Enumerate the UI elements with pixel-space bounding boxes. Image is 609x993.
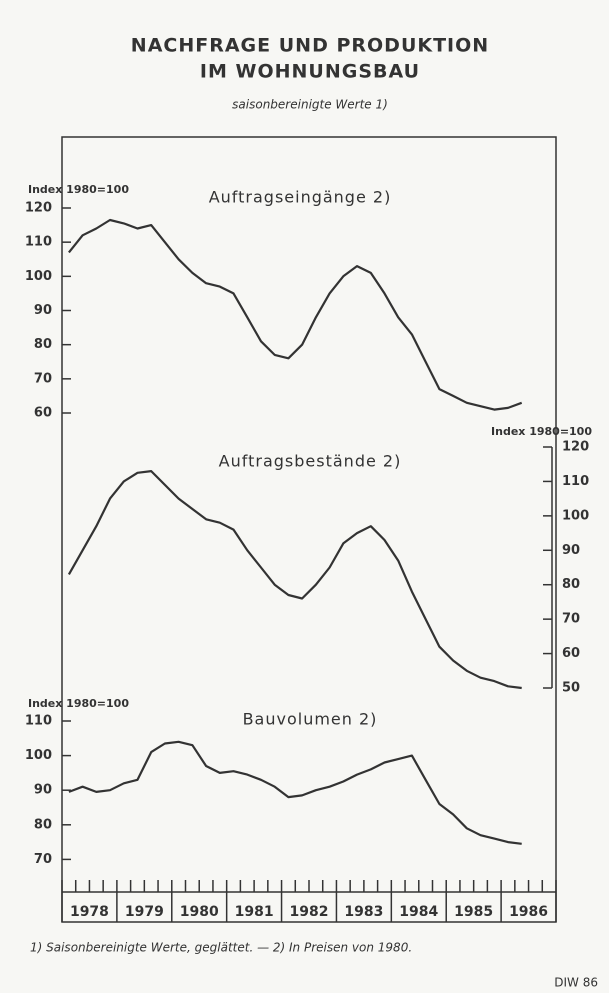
y-tick-label: 70	[34, 852, 52, 867]
y-tick-label: 120	[25, 201, 52, 216]
y-tick-label: 110	[562, 474, 589, 489]
y-tick-label: 60	[34, 406, 52, 421]
y-tick-label: 90	[34, 303, 52, 318]
source: DIW 86	[554, 976, 598, 990]
x-tick-label: 1985	[454, 904, 493, 920]
y-tick-label: 80	[34, 337, 52, 352]
footnote: 1) Saisonbereinigte Werte, geglättet. — …	[30, 941, 412, 955]
y-tick-label: 120	[562, 440, 589, 455]
y-tick-label: 60	[562, 646, 580, 661]
y-axis-label: Index 1980=100	[28, 183, 129, 196]
x-tick-label: 1980	[180, 904, 219, 920]
title-line2: IM WOHNUNGSBAU	[200, 61, 420, 83]
panel-title: Bauvolumen 2)	[243, 710, 378, 729]
x-tick-label: 1982	[290, 904, 329, 920]
y-tick-label: 80	[562, 577, 580, 592]
x-tick-label: 1984	[399, 904, 438, 920]
line	[68, 740, 522, 845]
x-tick-label: 1981	[235, 904, 274, 920]
x-tick-label: 1983	[344, 904, 383, 920]
y-tick-label: 110	[25, 714, 52, 729]
y-tick-label: 90	[34, 783, 52, 798]
panel-title: Auftragsbestände 2)	[219, 452, 402, 471]
line	[67, 470, 522, 690]
line	[68, 218, 523, 411]
y-tick-label: 90	[562, 543, 580, 558]
y-tick-label: 110	[25, 235, 52, 250]
panel-title: Auftragseingänge 2)	[209, 188, 392, 207]
y-tick-label: 100	[25, 269, 52, 284]
y-tick-label: 50	[562, 681, 580, 696]
y-tick-label: 70	[562, 612, 580, 627]
frame	[61, 136, 557, 923]
y-tick-label: 100	[562, 508, 589, 523]
title-line1: NACHFRAGE UND PRODUKTION	[131, 35, 489, 57]
y-tick-label: 70	[34, 371, 52, 386]
x-tick-label: 1979	[125, 904, 164, 920]
y-tick-label: 80	[34, 817, 52, 832]
y-axis-label: Index 1980=100	[28, 697, 129, 710]
x-tick-label: 1978	[70, 904, 109, 920]
subtitle: saisonbereinigte Werte 1)	[232, 98, 388, 112]
y-axis-label: Index 1980=100	[491, 425, 592, 438]
x-tick-label: 1986	[509, 904, 548, 920]
y-tick-label: 100	[25, 748, 52, 763]
